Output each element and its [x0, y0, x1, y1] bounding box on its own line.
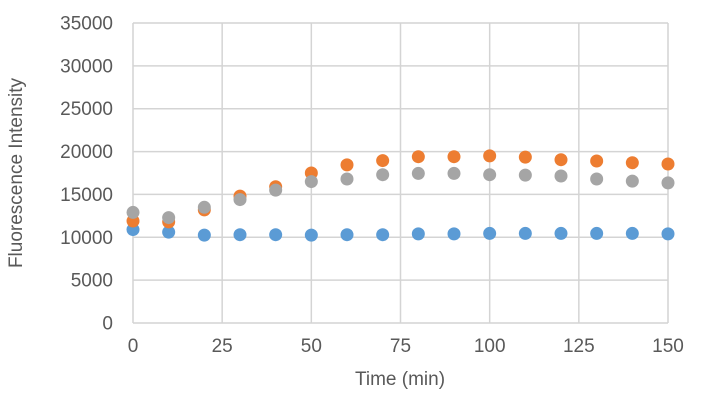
data-point-gray-series [590, 172, 604, 186]
y-tick-label: 5000 [71, 271, 113, 292]
y-tick-label: 10000 [60, 228, 113, 249]
data-point-gray-series [197, 200, 211, 214]
data-point-orange-series [518, 150, 532, 164]
y-tick-label: 20000 [60, 142, 113, 163]
data-point-gray-series [126, 205, 140, 219]
data-point-orange-series [483, 149, 497, 163]
data-point-gray-series [411, 166, 425, 180]
data-points-group [126, 149, 675, 242]
data-point-blue-series [269, 228, 283, 242]
x-axis-title: Time (min) [355, 369, 445, 390]
data-point-gray-series [518, 168, 532, 182]
data-point-gray-series [554, 169, 568, 183]
data-point-orange-series [447, 150, 461, 164]
tick-labels-group: 0 5000 10000 15000 20000 25000 30000 35000 0 25 50… [60, 14, 684, 358]
data-point-blue-series [625, 226, 639, 240]
x-tick-label: 25 [212, 336, 233, 357]
data-point-blue-series [376, 228, 390, 242]
data-point-orange-series [554, 153, 568, 167]
y-tick-label: 25000 [60, 99, 113, 120]
data-point-gray-series [483, 168, 497, 182]
data-point-blue-series [483, 226, 497, 240]
data-point-blue-series [304, 228, 318, 242]
data-point-orange-series [376, 154, 390, 168]
x-tick-label: 50 [301, 336, 322, 357]
data-point-blue-series [554, 226, 568, 240]
data-point-blue-series [518, 226, 532, 240]
y-tick-label: 30000 [60, 56, 113, 77]
data-point-gray-series [447, 166, 461, 180]
data-point-blue-series [590, 226, 604, 240]
data-point-blue-series [447, 227, 461, 241]
data-point-orange-series [661, 157, 675, 171]
data-point-blue-series [197, 228, 211, 242]
y-axis-title: Fluorescence Intensity [6, 77, 27, 268]
y-tick-label: 35000 [60, 14, 113, 35]
data-point-orange-series [590, 154, 604, 168]
data-point-gray-series [625, 174, 639, 188]
y-tick-label: 0 [102, 314, 113, 335]
data-point-blue-series [661, 227, 675, 241]
y-tick-label: 15000 [60, 185, 113, 206]
data-point-gray-series [162, 211, 176, 225]
data-point-gray-series [233, 193, 247, 207]
data-point-orange-series [625, 156, 639, 170]
data-point-gray-series [304, 175, 318, 189]
data-point-gray-series [269, 183, 283, 197]
data-point-orange-series [340, 158, 354, 172]
x-tick-label: 150 [652, 336, 684, 357]
data-point-blue-series [233, 228, 247, 242]
gridlines-group [132, 22, 669, 324]
data-point-gray-series [661, 176, 675, 190]
data-point-orange-series [411, 150, 425, 164]
data-point-blue-series [162, 225, 176, 239]
data-point-blue-series [411, 227, 425, 241]
x-tick-label: 125 [563, 336, 595, 357]
data-point-blue-series [340, 228, 354, 242]
x-tick-label: 75 [390, 336, 411, 357]
x-tick-label: 0 [128, 336, 139, 357]
x-tick-label: 100 [474, 336, 506, 357]
data-point-gray-series [376, 168, 390, 182]
data-point-gray-series [340, 172, 354, 186]
